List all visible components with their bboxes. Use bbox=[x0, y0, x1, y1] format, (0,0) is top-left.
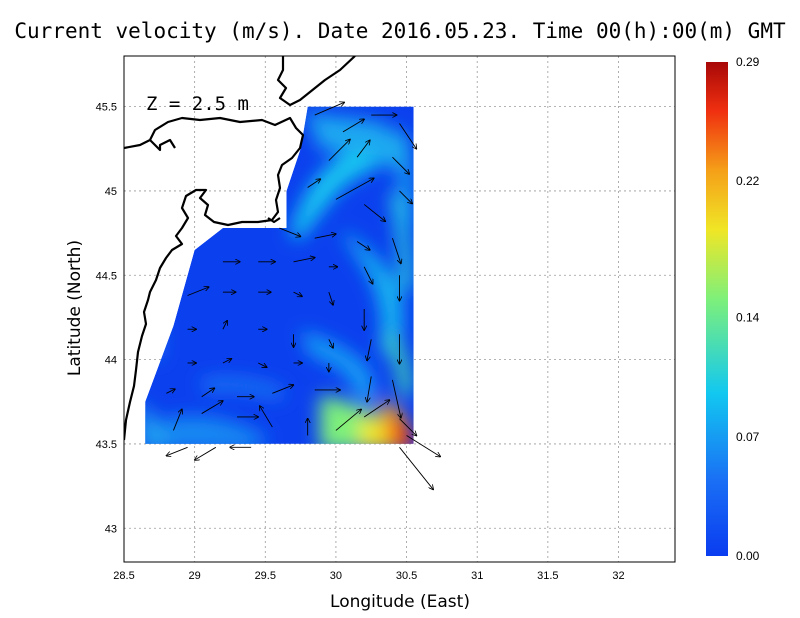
velocity-arrow bbox=[166, 389, 174, 394]
y-tick-label: 43 bbox=[105, 523, 117, 535]
heat-blob bbox=[145, 400, 190, 444]
velocity-arrow bbox=[187, 287, 209, 296]
depth-annotation: Z = 2.5 m bbox=[146, 93, 249, 115]
y-tick-label: 44.5 bbox=[96, 270, 117, 282]
velocity-arrow bbox=[342, 119, 364, 133]
velocity-arrow bbox=[293, 291, 302, 296]
x-tick-label: 30 bbox=[330, 570, 342, 582]
x-tick-label: 30.5 bbox=[396, 570, 417, 582]
velocity-arrow bbox=[399, 123, 417, 148]
velocity-arrow bbox=[335, 409, 361, 431]
heat-blob bbox=[392, 415, 414, 444]
colorbar-tick-label: 0.29 bbox=[736, 55, 760, 69]
colorbar-tick-label: 0.00 bbox=[736, 549, 760, 563]
velocity-arrow bbox=[392, 156, 409, 174]
velocity-field bbox=[145, 106, 414, 444]
x-tick-label: 31.5 bbox=[537, 570, 558, 582]
colorbar-tick-label: 0.14 bbox=[736, 311, 760, 325]
velocity-arrow bbox=[307, 179, 321, 188]
heat-blobs bbox=[145, 110, 414, 444]
velocity-arrow bbox=[293, 258, 315, 263]
heat-blob bbox=[160, 416, 270, 444]
velocity-arrow bbox=[222, 359, 231, 364]
coastline-lake bbox=[149, 138, 176, 152]
heat-blob bbox=[395, 130, 412, 230]
coastline-north bbox=[276, 56, 356, 107]
x-axis-label: Longitude (East) bbox=[330, 592, 470, 612]
velocity-arrow bbox=[279, 227, 300, 236]
x-tick-label: 31 bbox=[471, 570, 483, 582]
velocity-arrow bbox=[399, 190, 413, 204]
heat-blob bbox=[290, 145, 400, 240]
velocity-arrow bbox=[356, 140, 370, 158]
x-tick-label: 29.5 bbox=[255, 570, 276, 582]
velocity-arrow bbox=[173, 409, 181, 431]
x-tick-label: 32 bbox=[612, 570, 624, 582]
colorbar-tick-label: 0.07 bbox=[736, 430, 760, 444]
chart-title: Current velocity (m/s). Date 2016.05.23.… bbox=[14, 19, 786, 43]
velocity-arrow bbox=[399, 447, 434, 489]
velocity-arrow bbox=[195, 446, 217, 460]
plot-frame bbox=[123, 55, 676, 563]
velocity-arrow bbox=[201, 388, 215, 398]
heat-blob bbox=[340, 230, 403, 360]
y-tick-label: 45.5 bbox=[96, 102, 117, 114]
y-tick-label: 43.5 bbox=[96, 439, 117, 451]
velocity-arrow bbox=[260, 406, 273, 428]
y-axis-label: Latitude (North) bbox=[65, 240, 85, 376]
x-tick-label: 29 bbox=[189, 570, 201, 582]
x-tick-labels: 28.5 29 29.5 30 30.5 31 31.5 32 bbox=[113, 570, 624, 582]
velocity-arrow bbox=[328, 339, 333, 347]
velocity-arrow bbox=[367, 339, 372, 360]
velocity-arrow bbox=[222, 321, 227, 330]
velocity-arrow bbox=[363, 266, 372, 284]
velocity-arrow bbox=[363, 400, 389, 418]
velocity-arrow bbox=[328, 291, 333, 305]
velocity-arrow bbox=[367, 376, 372, 401]
velocity-arrow bbox=[201, 401, 223, 414]
coastline-danube-delta bbox=[124, 116, 305, 441]
heat-blob bbox=[200, 378, 285, 400]
colorbar bbox=[706, 62, 728, 556]
velocity-arrow bbox=[314, 102, 344, 116]
velocity-arrow bbox=[406, 435, 441, 457]
velocity-arrow bbox=[335, 178, 374, 200]
velocity-arrow bbox=[356, 241, 370, 250]
heat-blob bbox=[305, 110, 410, 170]
coastline bbox=[124, 56, 356, 441]
heat-blob bbox=[300, 330, 375, 405]
coastline-islet bbox=[267, 217, 281, 224]
heat-blob bbox=[390, 190, 412, 290]
velocity-arrow bbox=[258, 362, 266, 367]
colorbar-tick-label: 0.22 bbox=[736, 174, 760, 188]
velocity-arrow bbox=[363, 204, 385, 221]
velocity-arrow bbox=[328, 140, 350, 161]
velocity-arrow bbox=[399, 418, 417, 436]
velocity-arrow bbox=[272, 385, 293, 394]
y-tick-labels: 43 43.5 44 44.5 45 45.5 bbox=[96, 102, 117, 536]
y-tick-label: 45 bbox=[105, 186, 117, 198]
colorbar-tick-labels: 0.00 0.07 0.14 0.22 0.29 bbox=[736, 55, 760, 563]
velocity-arrow bbox=[167, 446, 188, 455]
velocity-arrow bbox=[392, 238, 400, 263]
velocity-arrow bbox=[391, 379, 400, 418]
y-tick-label: 44 bbox=[105, 355, 117, 367]
velocity-vectors bbox=[166, 102, 440, 489]
velocity-arrow bbox=[314, 234, 336, 239]
x-tick-label: 28.5 bbox=[113, 570, 134, 582]
